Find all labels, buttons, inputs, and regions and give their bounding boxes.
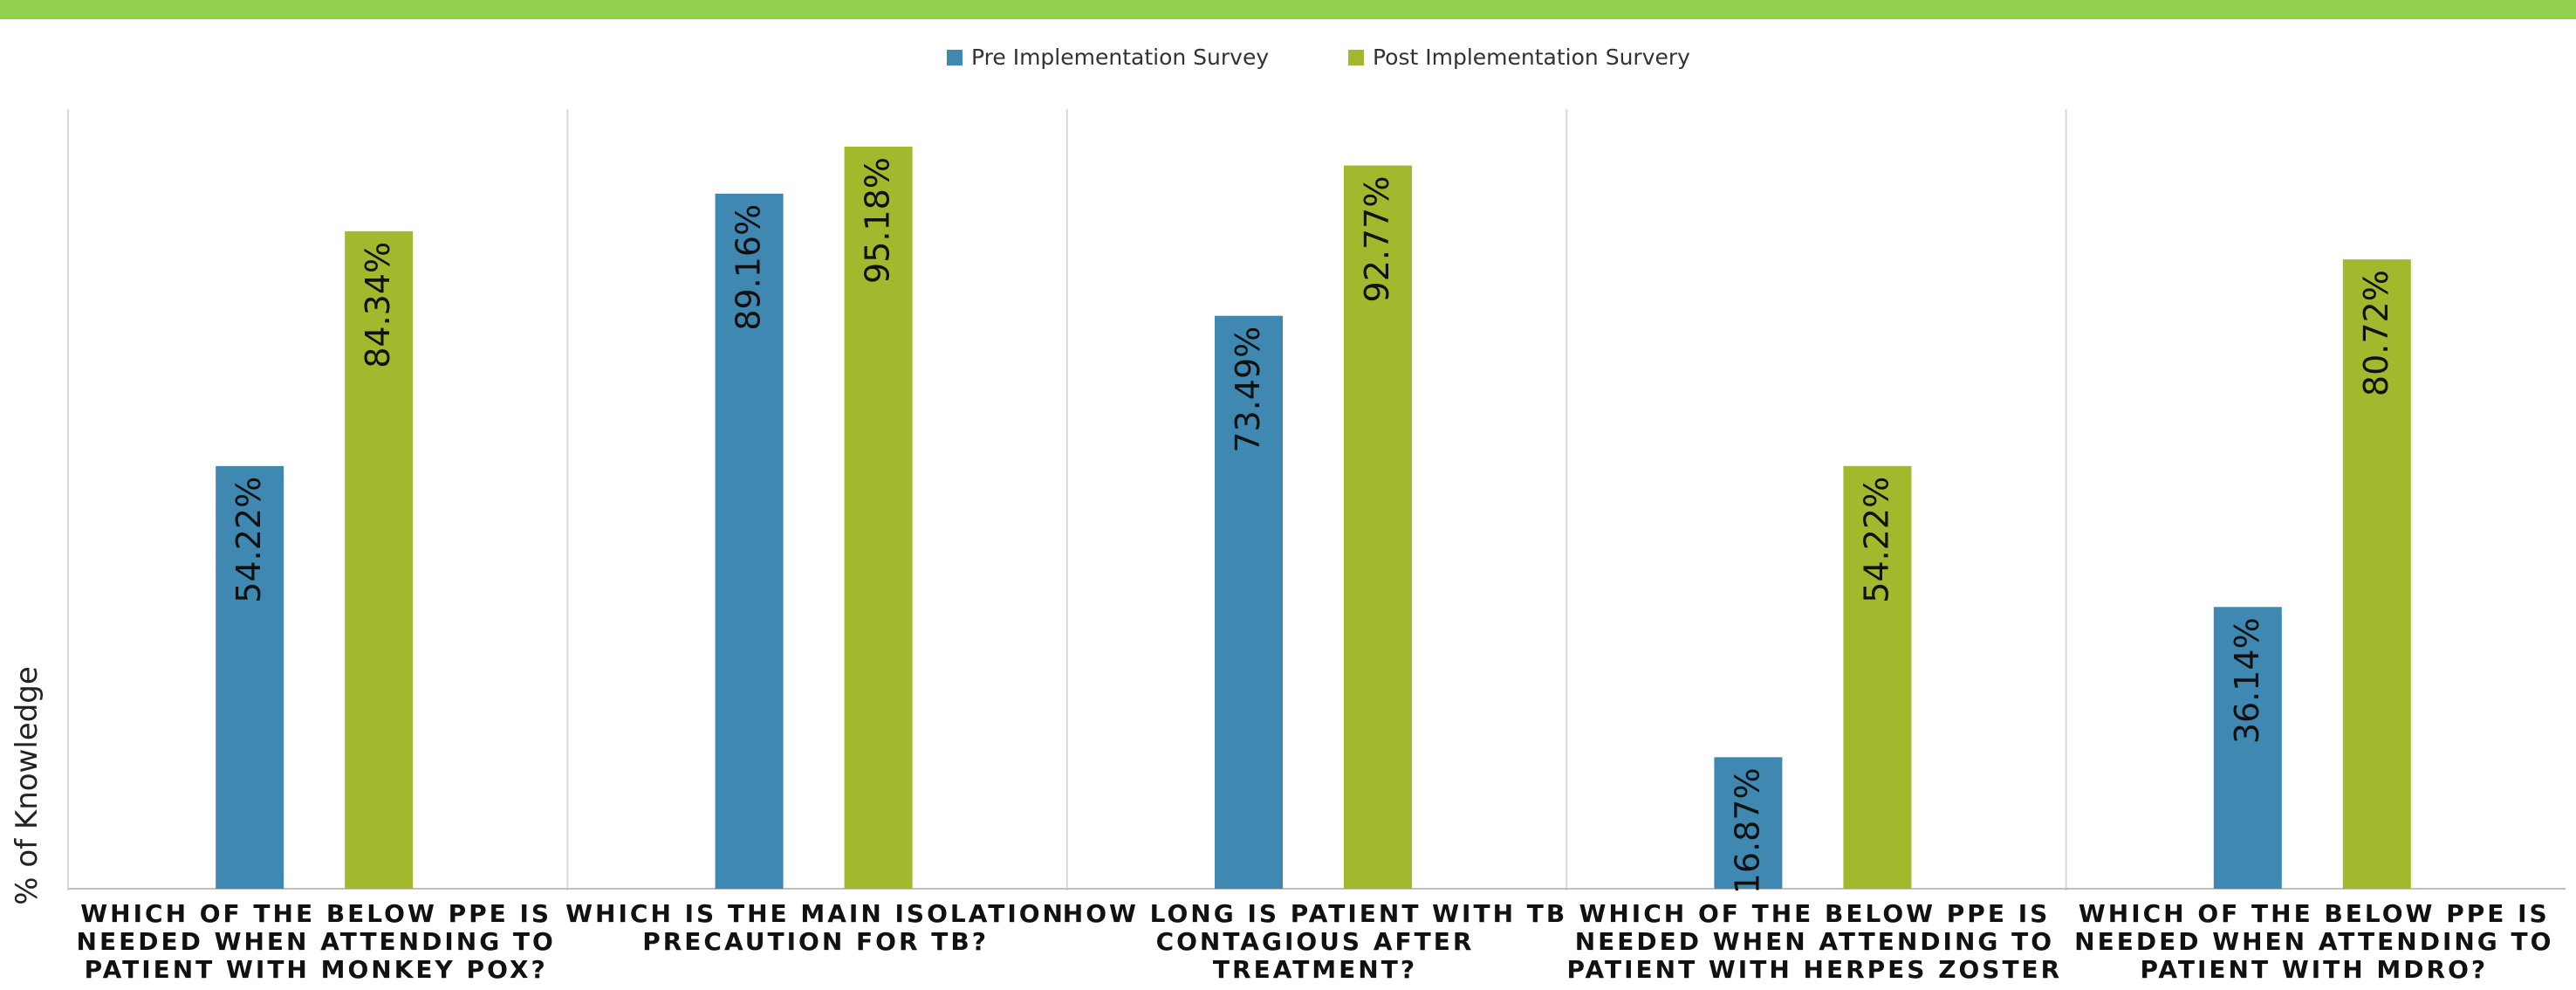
category-label-line: NEEDED WHEN ATTENDING TO [1575, 927, 2054, 956]
category-label-line: PATIENT WITH MDRO? [2140, 955, 2488, 984]
bar-post-5 [2342, 259, 2411, 889]
bar-post-2 [844, 147, 913, 889]
value-label-pre-5: 36.14% [2228, 617, 2266, 744]
category-label-1: WHICH OF THE BELOW PPE IS NEEDED WHEN ATT… [77, 899, 556, 984]
value-labels: 54.22% 84.34% 89.16% 95.18% 73.49% 92.77% 16.8… [230, 157, 2395, 894]
category-label-line: NEEDED WHEN ATTENDING TO [77, 927, 556, 956]
legend-swatch-pre [947, 50, 963, 65]
category-label-line: NEEDED WHEN ATTENDING TO [2074, 927, 2553, 956]
category-label-line: HOW LONG IS PATIENT WITH TB [1063, 899, 1567, 928]
value-label-pre-2: 89.16% [730, 204, 768, 331]
category-label-line: PRECAUTION FOR TB? [642, 927, 989, 956]
category-label-2: WHICH IS THE MAIN ISOLATION PRECAUTION FO… [565, 899, 1065, 956]
bar-pre-1 [216, 465, 284, 889]
top-accent-bar [0, 0, 2576, 19]
category-label-line: TREATMENT? [1213, 955, 1417, 984]
bar-pre-4 [1714, 757, 1783, 889]
category-label-line: PATIENT WITH MONKEY POX? [85, 955, 548, 984]
bar-pre-3 [1215, 315, 1283, 889]
category-label-line: CONTAGIOUS AFTER [1156, 927, 1475, 956]
bar-post-3 [1344, 165, 1412, 889]
bar-post-4 [1843, 465, 1912, 889]
category-label-line: WHICH OF THE BELOW PPE IS [80, 899, 552, 928]
value-label-post-3: 92.77% [1358, 176, 1396, 303]
category-label-line: PATIENT WITH HERPES ZOSTER [1567, 955, 2063, 984]
category-label-line: WHICH OF THE BELOW PPE IS [1579, 899, 2050, 928]
category-label-line: WHICH IS THE MAIN ISOLATION [565, 899, 1065, 928]
value-label-pre-4: 16.87% [1728, 767, 1766, 894]
chart-legend: Pre Implementation Survey Post Implementa… [947, 45, 1690, 70]
value-label-post-1: 84.34% [359, 242, 397, 368]
y-axis-label: % of Knowledge [10, 666, 45, 905]
y-axis-label-group: % of Knowledge [10, 666, 45, 905]
legend-swatch-post [1348, 50, 1364, 65]
bar-post-1 [345, 230, 414, 889]
category-label-4: WHICH OF THE BELOW PPE IS NEEDED WHEN ATT… [1567, 899, 2063, 984]
category-label-5: WHICH OF THE BELOW PPE IS NEEDED WHEN ATT… [2074, 899, 2553, 984]
value-label-pre-1: 54.22% [230, 477, 268, 603]
legend-label-pre: Pre Implementation Survey [971, 45, 1269, 70]
category-label-3: HOW LONG IS PATIENT WITH TB CONTAGIOUS AF… [1063, 899, 1567, 984]
value-label-post-4: 54.22% [1857, 477, 1895, 603]
category-label-line: WHICH OF THE BELOW PPE IS [2079, 899, 2550, 928]
bar-pre-5 [2213, 607, 2282, 889]
value-label-post-2: 95.18% [859, 157, 897, 284]
legend-label-post: Post Implementation Survery [1373, 45, 1690, 70]
value-label-post-5: 80.72% [2357, 270, 2395, 396]
value-label-pre-3: 73.49% [1229, 327, 1267, 453]
bar-marks [216, 147, 2411, 889]
category-labels: WHICH OF THE BELOW PPE IS NEEDED WHEN ATT… [77, 899, 2553, 984]
category-dividers [67, 109, 2067, 890]
bar-pre-2 [715, 193, 784, 889]
